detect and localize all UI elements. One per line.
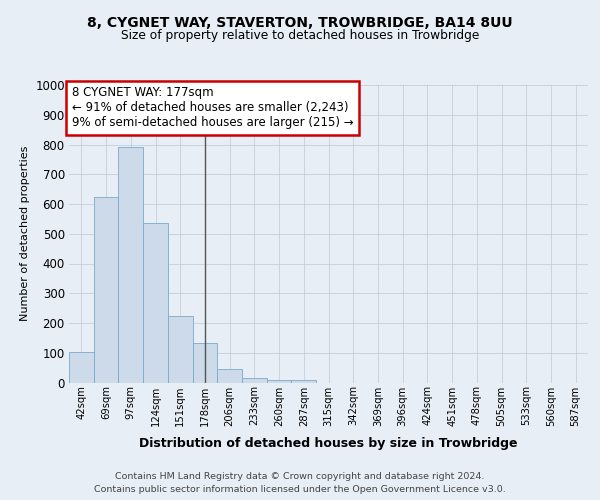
Y-axis label: Number of detached properties: Number of detached properties xyxy=(20,146,29,322)
Bar xyxy=(292,380,316,382)
Bar xyxy=(217,370,242,382)
Text: Size of property relative to detached houses in Trowbridge: Size of property relative to detached ho… xyxy=(121,29,479,42)
Text: 8 CYGNET WAY: 177sqm
← 91% of detached houses are smaller (2,243)
9% of semi-det: 8 CYGNET WAY: 177sqm ← 91% of detached h… xyxy=(71,86,353,130)
Text: Contains public sector information licensed under the Open Government Licence v3: Contains public sector information licen… xyxy=(94,485,506,494)
Bar xyxy=(267,380,292,382)
Text: Contains HM Land Registry data © Crown copyright and database right 2024.: Contains HM Land Registry data © Crown c… xyxy=(115,472,485,481)
Bar xyxy=(242,378,267,382)
Bar xyxy=(94,198,118,382)
Bar xyxy=(168,316,193,382)
X-axis label: Distribution of detached houses by size in Trowbridge: Distribution of detached houses by size … xyxy=(139,437,518,450)
Bar xyxy=(118,146,143,382)
Bar xyxy=(193,343,217,382)
Bar xyxy=(69,352,94,382)
Text: 8, CYGNET WAY, STAVERTON, TROWBRIDGE, BA14 8UU: 8, CYGNET WAY, STAVERTON, TROWBRIDGE, BA… xyxy=(87,16,513,30)
Bar xyxy=(143,222,168,382)
